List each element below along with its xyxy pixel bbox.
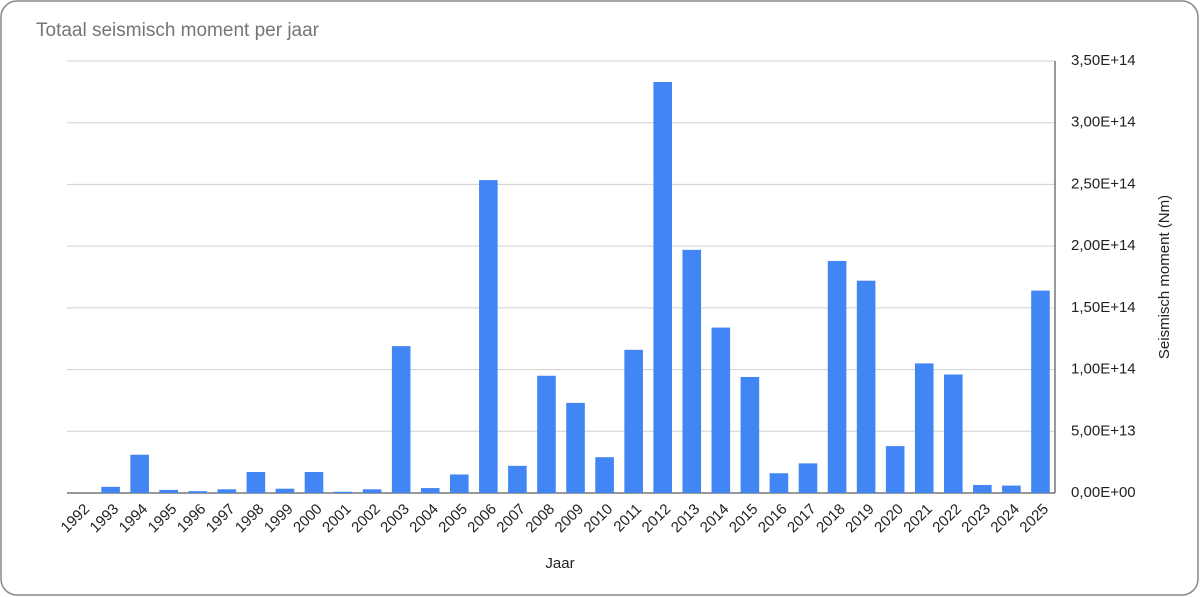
y-tick-label: 2,00E+14 (1071, 237, 1136, 254)
bar (159, 489, 179, 493)
y-tick-label: 3,00E+14 (1071, 114, 1136, 131)
bar (508, 465, 527, 493)
bar (973, 484, 992, 493)
bar (333, 491, 353, 493)
y-tick-label: 1,50E+14 (1071, 299, 1136, 316)
bar (391, 346, 411, 493)
bar (479, 180, 498, 493)
bar (130, 454, 149, 493)
bar (537, 375, 556, 493)
bar (653, 81, 673, 494)
bar (246, 472, 266, 493)
bar (188, 491, 208, 493)
bar (711, 327, 731, 493)
bar (914, 363, 934, 493)
bar (449, 474, 469, 493)
bar (101, 486, 120, 493)
bar (1002, 485, 1021, 493)
bar (798, 463, 818, 493)
bar (362, 489, 382, 493)
y-tick-label: 5,00E+13 (1071, 422, 1136, 439)
bar (943, 374, 963, 493)
bar (740, 376, 760, 493)
bar (420, 488, 440, 493)
bar (885, 446, 905, 493)
y-tick-label: 1,00E+14 (1071, 361, 1136, 378)
y-tick-label: 0,00E+00 (1071, 484, 1136, 501)
y-tick-label: 3,50E+14 (1071, 52, 1136, 69)
bar (595, 457, 614, 493)
chart-title: Totaal seismisch moment per jaar (36, 20, 320, 41)
bar (769, 473, 789, 493)
bar (304, 472, 324, 493)
y-axis-title: Seismisch moment (Nm) (1156, 195, 1173, 359)
x-axis-title: Jaar (545, 555, 574, 572)
bar (682, 249, 702, 493)
bar (624, 349, 643, 493)
bar (827, 260, 847, 493)
y-tick-label: 2,50E+14 (1071, 175, 1136, 192)
bar (1031, 290, 1050, 493)
bar (566, 402, 585, 493)
bar (275, 488, 295, 493)
bar (856, 280, 876, 493)
bar (217, 489, 237, 493)
